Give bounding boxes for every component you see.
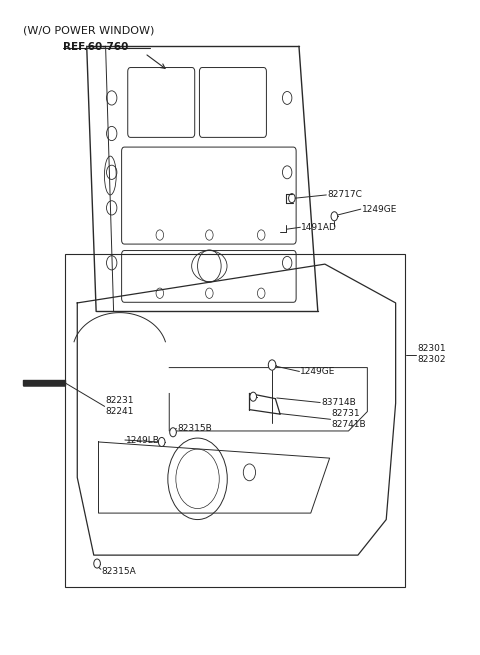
Text: 1249GE: 1249GE [300,367,336,376]
Text: 82741B: 82741B [332,420,366,429]
Text: REF.60-760: REF.60-760 [63,42,129,52]
Text: 82302: 82302 [417,355,446,364]
Circle shape [158,438,165,447]
Text: 82231: 82231 [106,396,134,405]
Circle shape [331,212,337,221]
Text: 82731: 82731 [332,409,360,418]
Circle shape [250,392,256,402]
Text: 82717C: 82717C [327,191,362,199]
Text: 1249GE: 1249GE [362,204,397,214]
Text: 82315A: 82315A [102,567,136,576]
Text: 82315B: 82315B [177,424,212,433]
Text: 1249LB: 1249LB [126,436,160,445]
Circle shape [94,559,100,568]
Text: (W/O POWER WINDOW): (W/O POWER WINDOW) [23,26,155,35]
Bar [65,254,405,588]
Text: 83714B: 83714B [321,398,356,407]
Text: 82241: 82241 [106,407,134,416]
Circle shape [268,360,276,370]
Text: 1491AD: 1491AD [301,223,337,232]
Text: 82301: 82301 [417,345,446,353]
Circle shape [170,428,176,437]
